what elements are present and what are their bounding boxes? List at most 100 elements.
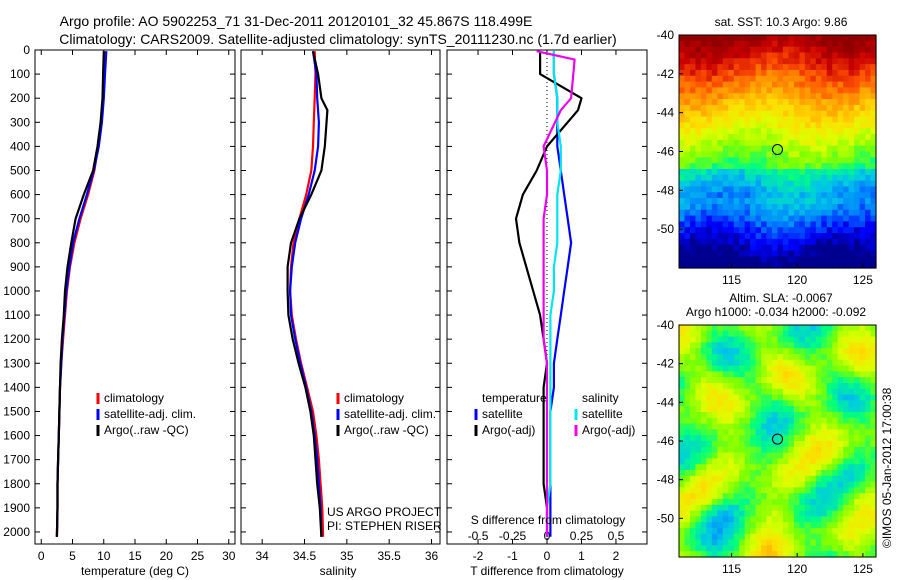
map-cell	[782, 504, 790, 512]
map-cell	[804, 458, 811, 465]
map-cell	[810, 417, 817, 425]
map-cell	[837, 446, 844, 454]
top-tick-label: 0.5	[608, 529, 625, 543]
map-cell	[793, 35, 800, 42]
map-cell	[733, 464, 740, 471]
map-cell	[793, 330, 800, 338]
map-cell	[821, 151, 828, 158]
map-cell	[832, 122, 839, 129]
map-cell	[837, 99, 844, 106]
map-cell	[799, 475, 806, 483]
map-cell	[717, 406, 724, 413]
map-cell	[799, 40, 806, 48]
map-cell	[750, 475, 757, 483]
map-cell	[788, 429, 795, 436]
map-cell	[711, 354, 718, 361]
map-cell	[848, 215, 855, 222]
map-cell	[810, 400, 817, 407]
map-cell	[744, 238, 751, 246]
map-cell	[684, 545, 691, 552]
map-cell	[865, 104, 872, 112]
map-cell	[728, 52, 735, 59]
map-cell	[733, 377, 740, 384]
map-cell	[717, 452, 724, 459]
map-cell	[755, 423, 762, 430]
map-cell	[750, 69, 757, 77]
map-cell	[755, 441, 762, 448]
map-cell	[859, 52, 866, 59]
map-cell	[750, 180, 757, 188]
map-cell	[865, 522, 872, 529]
map-cell	[755, 452, 762, 459]
map-cell	[782, 441, 790, 448]
map-cell	[848, 510, 855, 517]
map-cell	[706, 122, 713, 129]
map-cell	[739, 244, 746, 252]
map-cell	[679, 516, 686, 523]
map-cell	[679, 551, 686, 558]
map-cell	[766, 464, 773, 471]
map-cell	[728, 151, 735, 158]
map-cell	[739, 58, 746, 65]
map-cell	[722, 174, 729, 182]
map-cell	[815, 122, 822, 129]
map-cell	[837, 551, 844, 558]
map-cell	[810, 429, 817, 436]
map-cell	[772, 87, 779, 94]
map-cell	[717, 539, 724, 546]
map-cell	[843, 551, 850, 558]
map-cell	[826, 533, 833, 541]
map-cell	[739, 192, 746, 199]
map-cell	[728, 400, 735, 407]
map-cell	[733, 238, 740, 246]
map-cell	[684, 458, 691, 465]
map-cell	[777, 64, 784, 71]
map-cell	[689, 528, 697, 535]
map-cell	[810, 227, 817, 234]
map-cell	[865, 128, 872, 135]
map-cell	[859, 336, 866, 343]
map-cell	[837, 227, 844, 234]
map-cell	[750, 168, 757, 176]
map-cell	[848, 35, 855, 42]
map-cell	[810, 336, 817, 343]
map-cell	[728, 174, 735, 182]
map-cell	[793, 522, 800, 529]
map-cell	[728, 116, 735, 123]
map-cell	[799, 371, 806, 378]
map-cell	[865, 116, 872, 123]
map-cell	[870, 354, 877, 361]
map-cell	[832, 504, 839, 512]
map-cell	[793, 110, 800, 118]
map-cell	[717, 504, 724, 512]
map-cell	[870, 163, 877, 170]
map-cell	[804, 417, 811, 425]
map-cell	[782, 470, 790, 477]
map-cell	[728, 423, 735, 430]
map-cell	[793, 221, 800, 228]
map-cell	[870, 128, 877, 135]
map-cell	[799, 46, 806, 54]
map-cell	[810, 116, 817, 123]
map-cell	[799, 174, 806, 182]
map-cell	[744, 510, 751, 517]
map-cell	[865, 227, 872, 234]
map-cell	[755, 365, 762, 372]
map-cell	[848, 87, 855, 94]
map-cell	[848, 139, 855, 147]
map-cell	[793, 481, 800, 488]
map-cell	[728, 256, 735, 263]
map-cell	[799, 487, 806, 494]
map-cell	[777, 58, 784, 65]
map-cell	[700, 487, 707, 494]
map-cell	[772, 533, 779, 541]
map-cell	[799, 412, 806, 419]
map-cell	[711, 487, 718, 494]
map-cell	[755, 180, 762, 188]
map-cell	[717, 458, 724, 465]
map-cell	[870, 192, 877, 199]
map-cell	[782, 400, 790, 407]
map-cell	[679, 157, 686, 164]
map-cell	[777, 330, 784, 338]
map-cell	[711, 238, 718, 246]
